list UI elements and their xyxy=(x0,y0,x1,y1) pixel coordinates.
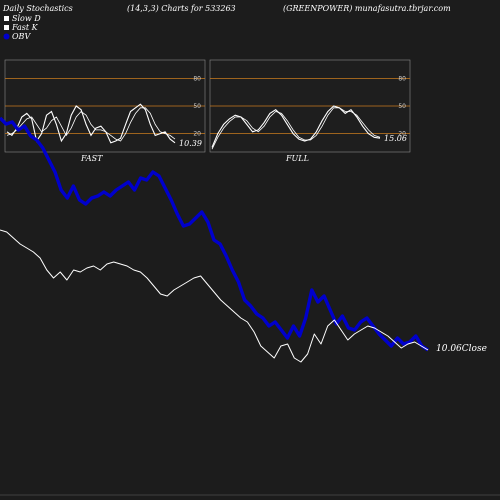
full-stochastic-panel: 20 50 80 15.06 FULL xyxy=(209,59,411,163)
last-value-label: 15.06 xyxy=(384,134,407,143)
bottom-scrollbar-track xyxy=(0,494,500,496)
panel-title: FAST xyxy=(80,154,103,163)
slow-d-line xyxy=(6,107,176,142)
legend-fast-k: Fast K xyxy=(11,23,39,32)
fast-k-line xyxy=(6,103,176,144)
close-line xyxy=(0,229,429,363)
header-left: Daily Stochastics xyxy=(2,4,73,13)
legend: Slow D Fast K OBV xyxy=(3,14,41,41)
y-tick-label: 50 xyxy=(193,103,201,110)
fast-k-swatch-icon xyxy=(4,25,9,30)
y-tick-label: 20 xyxy=(398,131,406,138)
y-tick-label: 50 xyxy=(398,103,406,110)
header-right: (GREENPOWER) munafasutra.tbrjar.com xyxy=(283,4,451,13)
fast-stochastic-panel: 20 50 80 10.39 FAST xyxy=(4,59,206,163)
y-tick-label: 80 xyxy=(398,75,406,82)
header-center: (14,3,3) Charts for 533263 xyxy=(127,4,236,13)
last-value-label: 10.39 xyxy=(179,139,202,148)
slow-d-swatch-icon xyxy=(4,16,9,21)
obv-line xyxy=(0,116,429,352)
y-tick-label: 80 xyxy=(193,75,201,82)
slow-d-line xyxy=(211,107,381,150)
y-tick-label: 20 xyxy=(193,131,201,138)
panel-title: FULL xyxy=(285,154,309,163)
legend-slow-d: Slow D xyxy=(12,14,41,23)
obv-swatch-icon xyxy=(3,33,10,40)
close-value-label: 10.06Close xyxy=(436,344,487,354)
price-obv-panel: 10.06Close xyxy=(0,116,487,363)
legend-obv: OBV xyxy=(12,32,31,41)
